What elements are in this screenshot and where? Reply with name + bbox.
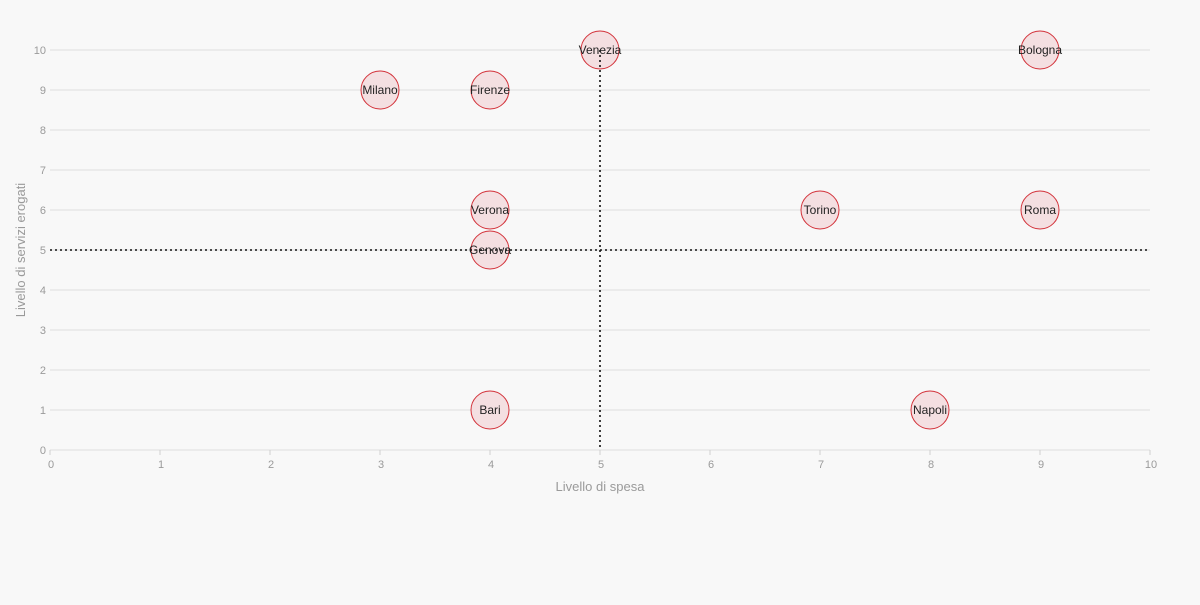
y-tick-label: 7 xyxy=(40,165,46,177)
data-point-marker xyxy=(1020,30,1060,70)
y-tick-label: 1 xyxy=(40,405,46,417)
data-point-marker xyxy=(470,390,510,430)
x-tick-label: 4 xyxy=(488,459,494,471)
data-point-label: Milano xyxy=(362,83,398,97)
data-point-marker xyxy=(1020,190,1060,230)
data-point-label: Verona xyxy=(471,203,509,217)
data-point-marker xyxy=(800,190,840,230)
y-tick-label: 10 xyxy=(34,45,46,57)
x-tick-label: 10 xyxy=(1145,459,1157,471)
data-point-label: Venezia xyxy=(579,43,622,57)
data-point-label: Bari xyxy=(479,403,500,417)
x-axis-title: Livello di spesa xyxy=(556,479,646,494)
data-point-label: Roma xyxy=(1024,203,1056,217)
y-tick-label: 0 xyxy=(40,445,46,457)
data-point-marker xyxy=(910,390,950,430)
data-point-labels: Venezia Bologna Milano Firenze Verona Torino R… xyxy=(362,43,1062,417)
x-tick-label: 0 xyxy=(48,459,54,471)
y-tick-label: 3 xyxy=(40,325,46,337)
y-tick-label: 6 xyxy=(40,205,46,217)
data-point-label: Napoli xyxy=(913,403,947,417)
x-tick-label: 7 xyxy=(818,459,824,471)
data-point-marker xyxy=(470,190,510,230)
x-tick-label: 6 xyxy=(708,459,714,471)
y-tick-label: 8 xyxy=(40,125,46,137)
y-tick-label: 4 xyxy=(40,285,46,297)
y-tick-label: 2 xyxy=(40,365,46,377)
data-point-marker xyxy=(470,70,510,110)
y-axis: 0 1 2 3 4 5 6 7 8 9 10 xyxy=(34,45,46,457)
y-tick-label: 5 xyxy=(40,245,46,257)
x-tick-label: 5 xyxy=(598,459,604,471)
data-point-label: Firenze xyxy=(470,83,510,97)
x-tick-label: 8 xyxy=(928,459,934,471)
y-axis-title: Livello di servizi erogati xyxy=(13,183,28,318)
x-tick-label: 3 xyxy=(378,459,384,471)
data-point-marker xyxy=(360,70,400,110)
y-tick-label: 9 xyxy=(40,85,46,97)
data-points xyxy=(360,30,1060,430)
data-point-label: Bologna xyxy=(1018,43,1062,57)
x-axis: 0 1 2 3 4 5 6 7 8 9 10 xyxy=(48,450,1157,471)
data-point-label: Torino xyxy=(804,203,837,217)
x-tick-label: 9 xyxy=(1038,459,1044,471)
reference-lines xyxy=(50,50,1150,450)
x-tick-label: 2 xyxy=(268,459,274,471)
data-point-label: Genova xyxy=(469,243,511,257)
x-tick-label: 1 xyxy=(158,459,164,471)
